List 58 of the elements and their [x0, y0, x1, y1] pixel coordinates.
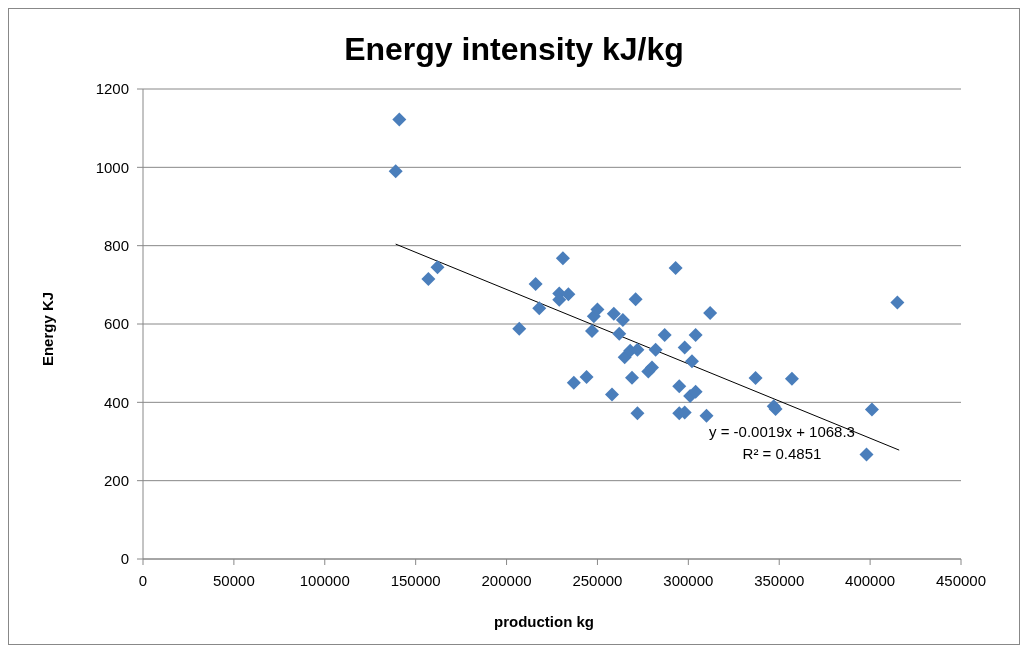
point [699, 408, 714, 423]
annotation: R² = 0.4851 [741, 444, 823, 464]
x-tick-label: 0 [138, 571, 148, 589]
x-tick-label: 250000 [572, 571, 623, 589]
point [688, 327, 703, 342]
point [648, 342, 663, 357]
point [421, 271, 436, 286]
point [684, 354, 699, 369]
y-tick-label: 800 [103, 236, 129, 254]
x-axis-title: production kg [493, 613, 595, 630]
y-tick-label: 400 [103, 393, 129, 411]
point [644, 360, 659, 375]
point [668, 260, 683, 275]
y-tick-label: 0 [120, 550, 129, 568]
point [864, 402, 879, 417]
point [392, 112, 407, 127]
annotation: y = -0.0019x + 1068.3 [709, 422, 855, 442]
chart-title: Energy intensity kJ/kg [343, 31, 685, 68]
point [748, 371, 763, 386]
x-tick-label: 450000 [935, 571, 987, 589]
point [555, 251, 570, 266]
point [624, 370, 639, 385]
point [677, 340, 692, 355]
x-tick-label: 200000 [481, 571, 532, 589]
point [657, 327, 672, 342]
point [890, 295, 905, 310]
point [388, 164, 403, 179]
x-tick-label: 100000 [299, 571, 350, 589]
point [532, 301, 547, 316]
point [628, 292, 643, 307]
y-tick-label: 600 [103, 315, 129, 333]
point [590, 302, 605, 317]
point [528, 277, 543, 292]
point [584, 324, 599, 339]
point [604, 387, 619, 402]
x-tick-label: 400000 [845, 571, 896, 589]
point [784, 371, 799, 386]
point [672, 379, 687, 394]
point [566, 375, 581, 390]
point [688, 384, 703, 399]
y-axis-title: Energy KJ [38, 291, 56, 367]
point [703, 306, 718, 321]
x-tick-label: 150000 [390, 571, 441, 589]
x-tick-label: 50000 [213, 571, 255, 589]
x-tick-label: 350000 [754, 571, 805, 589]
point [859, 447, 874, 462]
y-tick-label: 1200 [95, 80, 129, 98]
point [561, 287, 576, 302]
y-tick-label: 1000 [95, 158, 129, 176]
point [612, 326, 627, 341]
point [606, 306, 621, 321]
point [615, 313, 630, 328]
point [630, 406, 645, 421]
point [512, 321, 527, 336]
x-tick-label: 300000 [663, 571, 714, 589]
y-tick-label: 200 [103, 471, 129, 489]
point [579, 369, 594, 384]
point [430, 260, 445, 275]
